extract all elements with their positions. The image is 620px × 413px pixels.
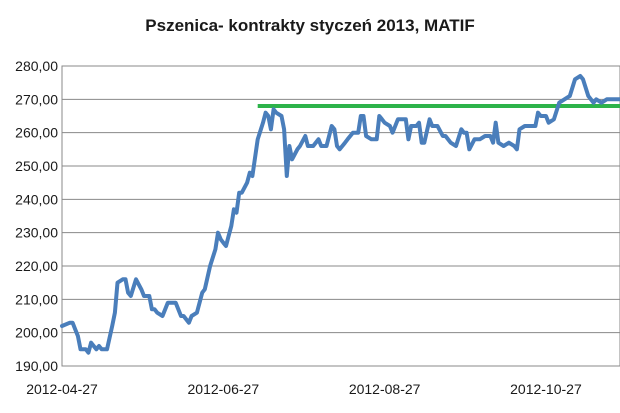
y-tick-label: 210,00 [15,291,58,307]
series-line [60,74,620,355]
plot-area-border [61,65,620,367]
y-tick-label: 250,00 [15,158,58,174]
x-axis-ticks: 2012-04-27 2012-06-27 2012-08-27 2012-10-27 [26,381,582,397]
gridlines [62,65,620,367]
y-tick-label: 220,00 [15,258,58,274]
y-tick-label: 190,00 [15,358,58,374]
y-tick-label: 270,00 [15,91,58,107]
chart-title: Pszenica- kontrakty styczeń 2013, MATIF [145,16,475,35]
x-tick-label: 2012-04-27 [26,381,98,397]
y-tick-label: 260,00 [15,125,58,141]
y-tick-label: 230,00 [15,225,58,241]
x-tick-label: 2012-08-27 [349,381,421,397]
y-axis-ticks: 190,00 200,00 210,00 220,00 230,00 240,00 250,… [15,58,58,374]
x-tick-label: 2012-10-27 [510,381,582,397]
y-tick-label: 240,00 [15,191,58,207]
y-tick-label: 280,00 [15,58,58,74]
x-tick-label: 2012-06-27 [188,381,260,397]
y-tick-label: 200,00 [15,325,58,341]
